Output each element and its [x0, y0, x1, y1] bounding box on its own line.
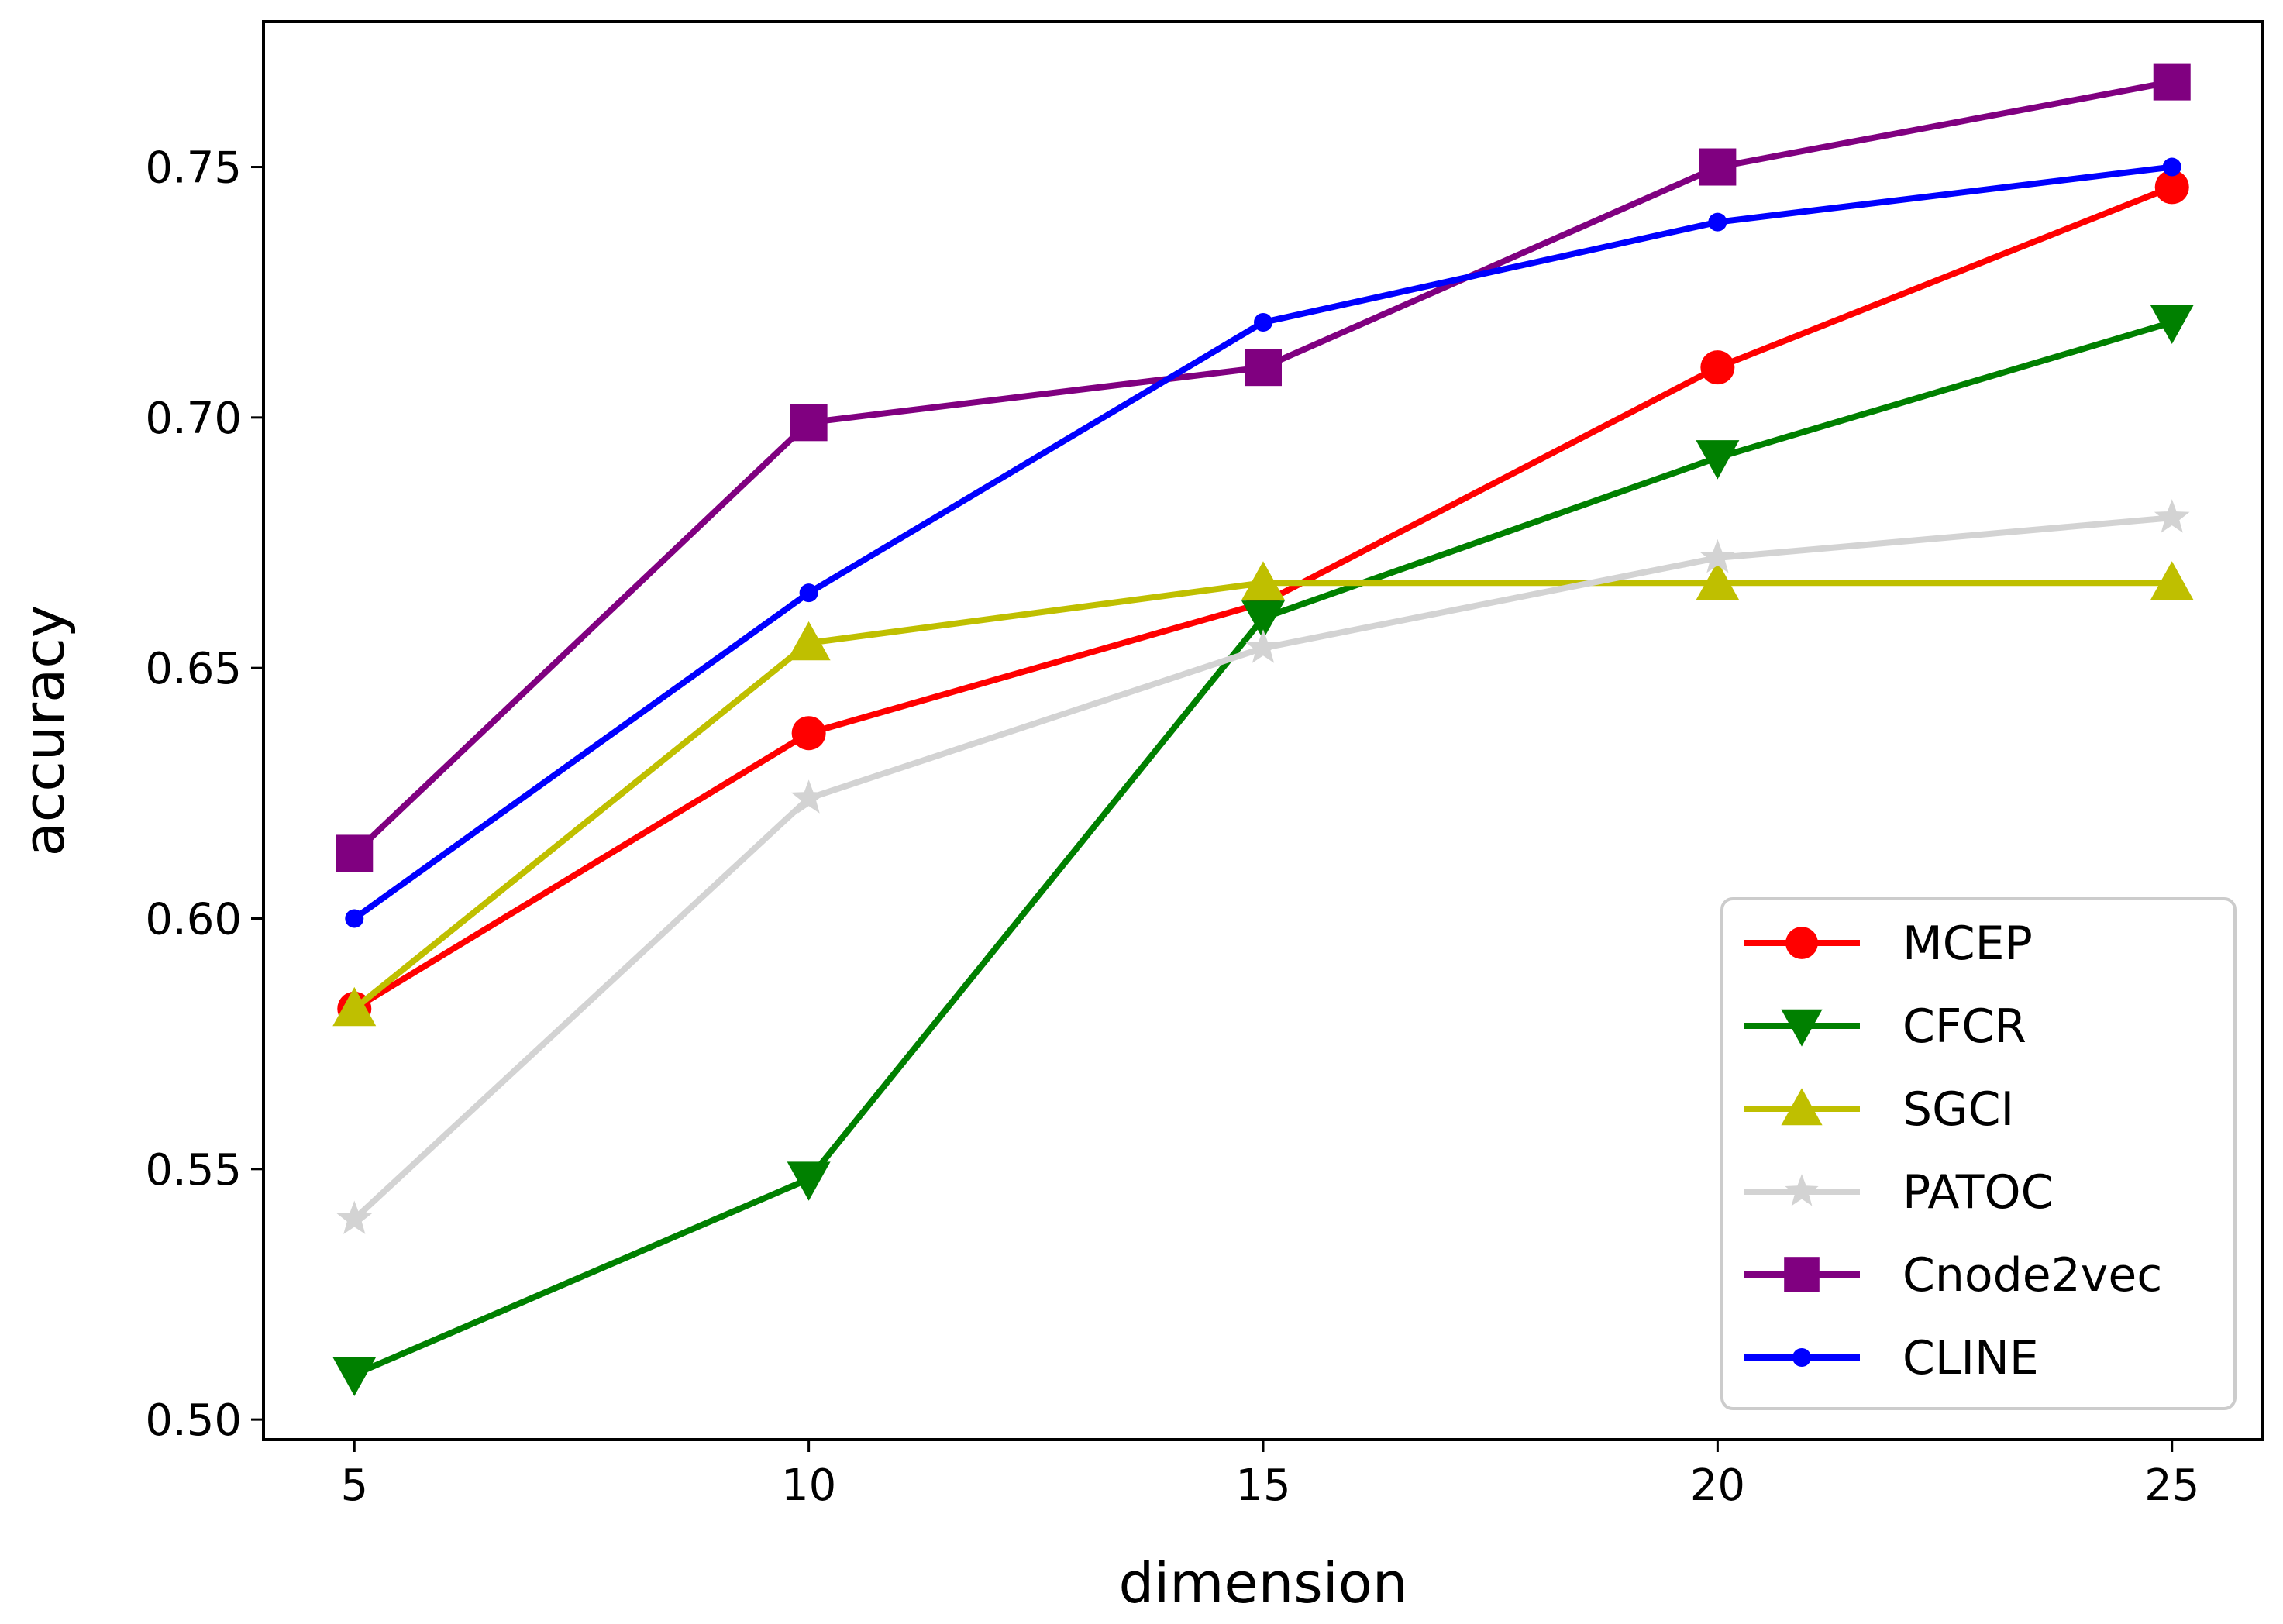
- y-tick-label: 0.65: [145, 644, 242, 694]
- x-tick-label: 20: [1690, 1461, 1745, 1511]
- legend-label: MCEP: [1902, 917, 2033, 971]
- legend-item-cnode2vec: Cnode2vec: [1744, 1248, 2162, 1302]
- data-point: [332, 986, 377, 1027]
- y-tick-label: 0.50: [145, 1395, 242, 1446]
- legend-label: CLINE: [1902, 1331, 2039, 1385]
- series-layer: [332, 63, 2194, 1396]
- data-point: [2150, 304, 2194, 344]
- series-cnode2vec: [336, 63, 2191, 872]
- legend-item-mcep: MCEP: [1744, 917, 2033, 971]
- y-tick-label: 0.75: [145, 143, 242, 194]
- data-point: [799, 583, 818, 603]
- y-axis-label: accuracy: [12, 605, 77, 857]
- legend-label: PATOC: [1902, 1165, 2054, 1220]
- data-point: [790, 404, 828, 442]
- data-point: [1241, 561, 1285, 600]
- data-point: [791, 716, 826, 751]
- legend-marker: [1792, 1348, 1811, 1367]
- data-point: [787, 621, 831, 661]
- data-point: [787, 1161, 831, 1201]
- data-point: [1254, 312, 1272, 332]
- x-tick-label: 10: [781, 1461, 836, 1511]
- legend-item-patoc: PATOC: [1744, 1165, 2054, 1220]
- x-axis: 5 10 15 20 25: [340, 1440, 2199, 1511]
- legend: MCEP CFCR SGCI PATOC Cnode2vec CLINE: [1720, 897, 2237, 1410]
- data-point: [1708, 212, 1727, 232]
- data-point: [1700, 350, 1735, 385]
- legend-marker: [1785, 1174, 1819, 1206]
- data-point: [1241, 600, 1285, 640]
- data-point: [1696, 440, 1740, 480]
- data-point: [1699, 538, 1736, 573]
- series-cfcr: [332, 304, 2194, 1396]
- legend-marker: [1781, 1009, 1823, 1047]
- y-axis: 0.50 0.55 0.60 0.65 0.70 0.75: [145, 143, 263, 1446]
- data-point: [1699, 148, 1737, 186]
- data-point: [2162, 157, 2181, 177]
- y-tick-label: 0.70: [145, 394, 242, 444]
- data-point: [2154, 170, 2189, 205]
- data-point: [345, 909, 364, 928]
- legend-label: SGCI: [1902, 1082, 2014, 1137]
- x-tick-label: 15: [1235, 1461, 1290, 1511]
- legend-label: CFCR: [1902, 1000, 2026, 1054]
- data-point: [336, 834, 374, 872]
- legend-item-cline: CLINE: [1744, 1331, 2039, 1385]
- legend-marker: [1785, 927, 1818, 959]
- data-point: [790, 779, 827, 814]
- y-tick-label: 0.60: [145, 894, 242, 944]
- data-point: [1245, 629, 1281, 663]
- legend-items: MCEP CFCR SGCI PATOC Cnode2vec CLINE: [1744, 917, 2162, 1385]
- series-cline: [345, 157, 2181, 928]
- series-sgci: [332, 561, 2194, 1027]
- series-patoc: [336, 499, 2190, 1234]
- legend-marker: [1784, 1257, 1820, 1292]
- y-tick-label: 0.55: [145, 1145, 242, 1196]
- data-point: [1696, 561, 1740, 600]
- legend-item-sgci: SGCI: [1744, 1082, 2014, 1137]
- data-point: [1245, 349, 1282, 387]
- x-axis-label: dimension: [1119, 1550, 1408, 1615]
- x-tick-label: 25: [2144, 1461, 2199, 1511]
- x-tick-label: 5: [340, 1461, 368, 1511]
- data-point: [332, 1357, 377, 1396]
- legend-marker: [1781, 1088, 1823, 1126]
- legend-label: Cnode2vec: [1902, 1248, 2162, 1302]
- data-point: [2153, 63, 2191, 101]
- legend-item-cfcr: CFCR: [1744, 1000, 2026, 1054]
- data-point: [2154, 499, 2190, 533]
- data-point: [2150, 561, 2194, 600]
- data-point: [336, 1200, 373, 1234]
